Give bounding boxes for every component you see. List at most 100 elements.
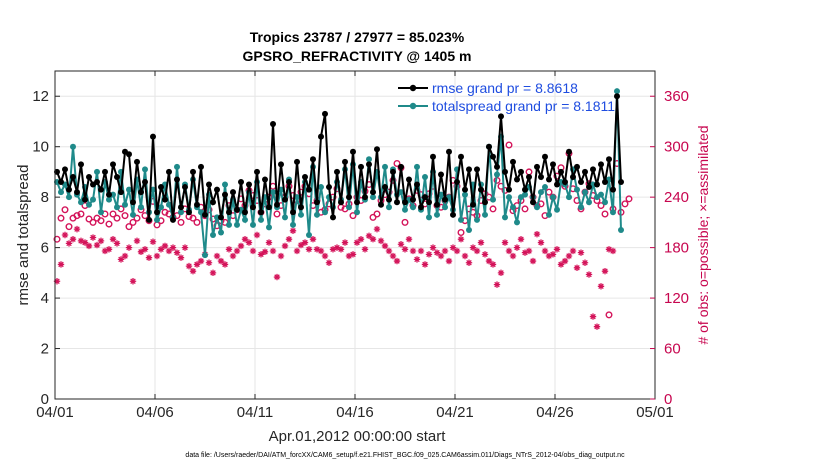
series-rmse-point	[230, 189, 236, 196]
obs-possible-marker	[189, 214, 197, 222]
obs-assimilated-marker	[125, 244, 133, 251]
series-totalspread-point	[546, 211, 552, 218]
series-rmse-point	[454, 179, 460, 186]
series-totalspread-point	[398, 189, 404, 196]
obs-assimilated-marker	[117, 256, 125, 263]
series-rmse-point	[118, 189, 124, 196]
series-rmse-point	[362, 194, 368, 201]
series-rmse-point	[190, 168, 196, 175]
series-rmse-point	[238, 179, 244, 186]
series-rmse-point	[258, 209, 264, 216]
series-totalspread-point	[370, 194, 376, 201]
obs-assimilated-marker	[393, 257, 401, 265]
series-rmse-point	[390, 168, 396, 175]
series-rmse-point	[374, 146, 380, 153]
obs-assimilated-marker	[413, 256, 421, 263]
series-rmse-point	[182, 184, 188, 191]
series-rmse-point	[406, 176, 412, 183]
series-rmse-point	[358, 163, 364, 170]
series-rmse-point	[262, 176, 268, 183]
series-rmse-point	[278, 161, 284, 168]
legend-spread-label: totalspread grand pr = 8.1811	[432, 98, 615, 114]
obs-assimilated-marker	[473, 247, 481, 255]
series-rmse-point	[234, 206, 240, 213]
series-rmse-point	[62, 166, 68, 173]
series-rmse-point	[370, 189, 376, 196]
obs-assimilated-marker	[321, 252, 329, 260]
series-rmse-point	[530, 199, 536, 206]
obs-assimilated-marker	[549, 251, 557, 258]
series-totalspread-point	[474, 216, 480, 223]
series-rmse-point	[462, 186, 468, 193]
obs-possible-marker	[521, 205, 529, 213]
series-rmse-point	[202, 211, 208, 218]
series-totalspread-point	[426, 214, 432, 221]
series-rmse-point	[618, 179, 624, 186]
obs-assimilated-marker	[113, 240, 121, 247]
series-layer	[53, 88, 633, 330]
obs-possible-marker	[105, 220, 113, 228]
obs-assimilated-marker	[533, 230, 541, 238]
obs-assimilated-marker	[573, 264, 581, 271]
y-axis-label: rmse and totalspread	[15, 165, 32, 306]
series-totalspread-point	[538, 189, 544, 196]
series-rmse-point	[306, 186, 312, 193]
obs-assimilated-marker	[245, 239, 253, 246]
series-rmse-point	[302, 173, 308, 180]
obs-possible-marker	[489, 205, 497, 213]
obs-possible-marker	[605, 311, 613, 319]
obs-assimilated-marker	[97, 237, 105, 245]
obs-assimilated-marker	[141, 246, 149, 253]
obs-assimilated-marker	[457, 236, 465, 243]
obs-assimilated-marker	[369, 236, 377, 243]
series-rmse-point	[98, 186, 104, 193]
series-rmse-point	[66, 186, 72, 193]
series-rmse-point	[438, 171, 444, 178]
obs-possible-marker	[125, 223, 133, 231]
obs-assimilated-marker	[101, 247, 109, 255]
series-totalspread-point	[466, 226, 472, 233]
obs-assimilated-marker	[185, 262, 193, 270]
obs-assimilated-marker	[385, 247, 393, 255]
series-rmse-point	[226, 209, 232, 216]
series-rmse-point	[286, 179, 292, 186]
series-rmse-point	[350, 148, 356, 155]
series-totalspread-point	[122, 201, 128, 208]
obs-possible-marker	[77, 210, 85, 218]
y-axis-right: 0 60 120 180 240 300 360	[650, 88, 689, 408]
obs-assimilated-marker	[421, 261, 429, 268]
series-rmse-point	[426, 199, 432, 206]
series-rmse-point	[398, 163, 404, 170]
series-rmse-point	[478, 186, 484, 193]
y-tick-label: 6	[41, 240, 49, 257]
series-totalspread-point	[554, 206, 560, 213]
obs-assimilated-marker	[329, 246, 337, 253]
series-rmse-point	[242, 209, 248, 216]
obs-assimilated-marker	[505, 247, 513, 255]
series-totalspread-point	[598, 191, 604, 198]
obs-assimilated-marker	[405, 236, 413, 243]
series-totalspread-point	[386, 204, 392, 211]
obs-possible-marker	[273, 210, 281, 218]
obs-assimilated-marker	[377, 237, 385, 245]
obs-possible-marker	[61, 206, 69, 214]
obs-assimilated-marker	[57, 261, 65, 268]
series-rmse-point	[82, 196, 88, 203]
y-tick-label: 0	[41, 391, 49, 408]
series-rmse-point	[102, 168, 108, 175]
obs-assimilated-marker	[189, 267, 197, 275]
series-totalspread-point	[354, 209, 360, 216]
obs-assimilated-marker	[401, 246, 409, 253]
series-totalspread-point	[422, 173, 428, 180]
series-rmse-point	[486, 143, 492, 150]
series-rmse-point	[254, 168, 260, 175]
obs-possible-marker	[133, 214, 141, 222]
obs-possible-marker	[369, 213, 377, 221]
obs-assimilated-marker	[217, 257, 225, 265]
obs-assimilated-marker	[249, 247, 257, 255]
series-rmse-point	[586, 184, 592, 191]
series-totalspread-point	[158, 204, 164, 211]
obs-possible-marker	[113, 214, 121, 222]
series-rmse-point	[338, 199, 344, 206]
